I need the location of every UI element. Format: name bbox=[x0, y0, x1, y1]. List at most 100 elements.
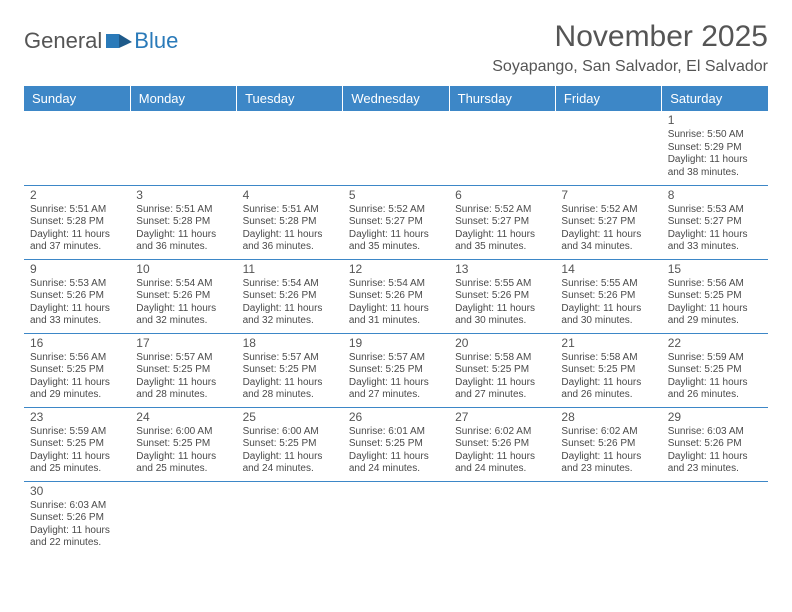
calendar-day-cell: 8Sunrise: 5:53 AMSunset: 5:27 PMDaylight… bbox=[662, 185, 768, 259]
day1-text: Daylight: 11 hours bbox=[561, 303, 655, 316]
day1-text: Daylight: 11 hours bbox=[136, 377, 230, 390]
day2-text: and 33 minutes. bbox=[668, 241, 762, 254]
calendar-day-cell bbox=[130, 111, 236, 185]
day1-text: Daylight: 11 hours bbox=[30, 525, 124, 538]
calendar-day-cell bbox=[555, 111, 661, 185]
sunset-text: Sunset: 5:27 PM bbox=[668, 216, 762, 229]
calendar-day-cell: 13Sunrise: 5:55 AMSunset: 5:26 PMDayligh… bbox=[449, 259, 555, 333]
calendar-week-row: 30Sunrise: 6:03 AMSunset: 5:26 PMDayligh… bbox=[24, 481, 768, 555]
day-number: 26 bbox=[349, 410, 443, 425]
sunrise-text: Sunrise: 5:52 AM bbox=[349, 204, 443, 217]
day2-text: and 30 minutes. bbox=[455, 315, 549, 328]
day-header-row: Sunday Monday Tuesday Wednesday Thursday… bbox=[24, 86, 768, 111]
day-number: 23 bbox=[30, 410, 124, 425]
month-title: November 2025 bbox=[492, 20, 768, 54]
calendar-day-cell: 23Sunrise: 5:59 AMSunset: 5:25 PMDayligh… bbox=[24, 407, 130, 481]
day2-text: and 34 minutes. bbox=[561, 241, 655, 254]
sunrise-text: Sunrise: 6:03 AM bbox=[668, 426, 762, 439]
sunset-text: Sunset: 5:25 PM bbox=[668, 290, 762, 303]
day-number: 29 bbox=[668, 410, 762, 425]
calendar-day-cell: 18Sunrise: 5:57 AMSunset: 5:25 PMDayligh… bbox=[237, 333, 343, 407]
day2-text: and 36 minutes. bbox=[136, 241, 230, 254]
day-number: 9 bbox=[30, 262, 124, 277]
day-header: Friday bbox=[555, 86, 661, 111]
calendar-day-cell: 11Sunrise: 5:54 AMSunset: 5:26 PMDayligh… bbox=[237, 259, 343, 333]
calendar-day-cell: 5Sunrise: 5:52 AMSunset: 5:27 PMDaylight… bbox=[343, 185, 449, 259]
day-number: 18 bbox=[243, 336, 337, 351]
sunset-text: Sunset: 5:26 PM bbox=[455, 290, 549, 303]
day-number: 25 bbox=[243, 410, 337, 425]
day-number: 2 bbox=[30, 188, 124, 203]
sunrise-text: Sunrise: 5:54 AM bbox=[243, 278, 337, 291]
day-header: Sunday bbox=[24, 86, 130, 111]
logo-text-general: General bbox=[24, 28, 102, 54]
sunset-text: Sunset: 5:27 PM bbox=[455, 216, 549, 229]
day-header: Wednesday bbox=[343, 86, 449, 111]
day2-text: and 37 minutes. bbox=[30, 241, 124, 254]
day2-text: and 23 minutes. bbox=[668, 463, 762, 476]
calendar-day-cell bbox=[449, 481, 555, 555]
calendar-day-cell: 10Sunrise: 5:54 AMSunset: 5:26 PMDayligh… bbox=[130, 259, 236, 333]
sunset-text: Sunset: 5:25 PM bbox=[668, 364, 762, 377]
sunset-text: Sunset: 5:25 PM bbox=[136, 438, 230, 451]
day-number: 10 bbox=[136, 262, 230, 277]
calendar-table: Sunday Monday Tuesday Wednesday Thursday… bbox=[24, 86, 768, 555]
day1-text: Daylight: 11 hours bbox=[455, 303, 549, 316]
calendar-day-cell bbox=[343, 111, 449, 185]
day2-text: and 38 minutes. bbox=[668, 167, 762, 180]
sunrise-text: Sunrise: 5:58 AM bbox=[561, 352, 655, 365]
sunrise-text: Sunrise: 5:51 AM bbox=[243, 204, 337, 217]
day2-text: and 35 minutes. bbox=[455, 241, 549, 254]
sunrise-text: Sunrise: 5:54 AM bbox=[349, 278, 443, 291]
day-number: 21 bbox=[561, 336, 655, 351]
day-header: Saturday bbox=[662, 86, 768, 111]
sunset-text: Sunset: 5:25 PM bbox=[455, 364, 549, 377]
calendar-day-cell: 21Sunrise: 5:58 AMSunset: 5:25 PMDayligh… bbox=[555, 333, 661, 407]
day-number: 27 bbox=[455, 410, 549, 425]
logo-flag-icon bbox=[106, 30, 132, 53]
day-number: 19 bbox=[349, 336, 443, 351]
day-number: 13 bbox=[455, 262, 549, 277]
day2-text: and 32 minutes. bbox=[243, 315, 337, 328]
calendar-day-cell: 7Sunrise: 5:52 AMSunset: 5:27 PMDaylight… bbox=[555, 185, 661, 259]
calendar-week-row: 1Sunrise: 5:50 AMSunset: 5:29 PMDaylight… bbox=[24, 111, 768, 185]
day-number: 15 bbox=[668, 262, 762, 277]
calendar-week-row: 23Sunrise: 5:59 AMSunset: 5:25 PMDayligh… bbox=[24, 407, 768, 481]
day-number: 30 bbox=[30, 484, 124, 499]
day1-text: Daylight: 11 hours bbox=[30, 451, 124, 464]
logo-text-blue: Blue bbox=[134, 28, 178, 54]
sunset-text: Sunset: 5:26 PM bbox=[561, 438, 655, 451]
day-header: Monday bbox=[130, 86, 236, 111]
day-number: 3 bbox=[136, 188, 230, 203]
sunset-text: Sunset: 5:27 PM bbox=[561, 216, 655, 229]
day2-text: and 23 minutes. bbox=[561, 463, 655, 476]
day2-text: and 26 minutes. bbox=[668, 389, 762, 402]
calendar-day-cell bbox=[449, 111, 555, 185]
sunset-text: Sunset: 5:28 PM bbox=[136, 216, 230, 229]
logo: General Blue bbox=[24, 28, 178, 54]
sunset-text: Sunset: 5:25 PM bbox=[30, 438, 124, 451]
calendar-day-cell: 26Sunrise: 6:01 AMSunset: 5:25 PMDayligh… bbox=[343, 407, 449, 481]
day2-text: and 28 minutes. bbox=[136, 389, 230, 402]
sunset-text: Sunset: 5:25 PM bbox=[243, 364, 337, 377]
sunset-text: Sunset: 5:26 PM bbox=[349, 290, 443, 303]
calendar-day-cell: 27Sunrise: 6:02 AMSunset: 5:26 PMDayligh… bbox=[449, 407, 555, 481]
calendar-day-cell: 22Sunrise: 5:59 AMSunset: 5:25 PMDayligh… bbox=[662, 333, 768, 407]
calendar-day-cell bbox=[555, 481, 661, 555]
day1-text: Daylight: 11 hours bbox=[349, 303, 443, 316]
day1-text: Daylight: 11 hours bbox=[243, 303, 337, 316]
day1-text: Daylight: 11 hours bbox=[243, 377, 337, 390]
day1-text: Daylight: 11 hours bbox=[136, 451, 230, 464]
day2-text: and 24 minutes. bbox=[349, 463, 443, 476]
day2-text: and 29 minutes. bbox=[30, 389, 124, 402]
sunset-text: Sunset: 5:26 PM bbox=[243, 290, 337, 303]
day-number: 6 bbox=[455, 188, 549, 203]
day-header: Tuesday bbox=[237, 86, 343, 111]
sunrise-text: Sunrise: 6:03 AM bbox=[30, 500, 124, 513]
calendar-day-cell: 25Sunrise: 6:00 AMSunset: 5:25 PMDayligh… bbox=[237, 407, 343, 481]
day1-text: Daylight: 11 hours bbox=[243, 451, 337, 464]
sunrise-text: Sunrise: 5:56 AM bbox=[30, 352, 124, 365]
sunrise-text: Sunrise: 5:57 AM bbox=[243, 352, 337, 365]
sunrise-text: Sunrise: 5:58 AM bbox=[455, 352, 549, 365]
day-number: 16 bbox=[30, 336, 124, 351]
